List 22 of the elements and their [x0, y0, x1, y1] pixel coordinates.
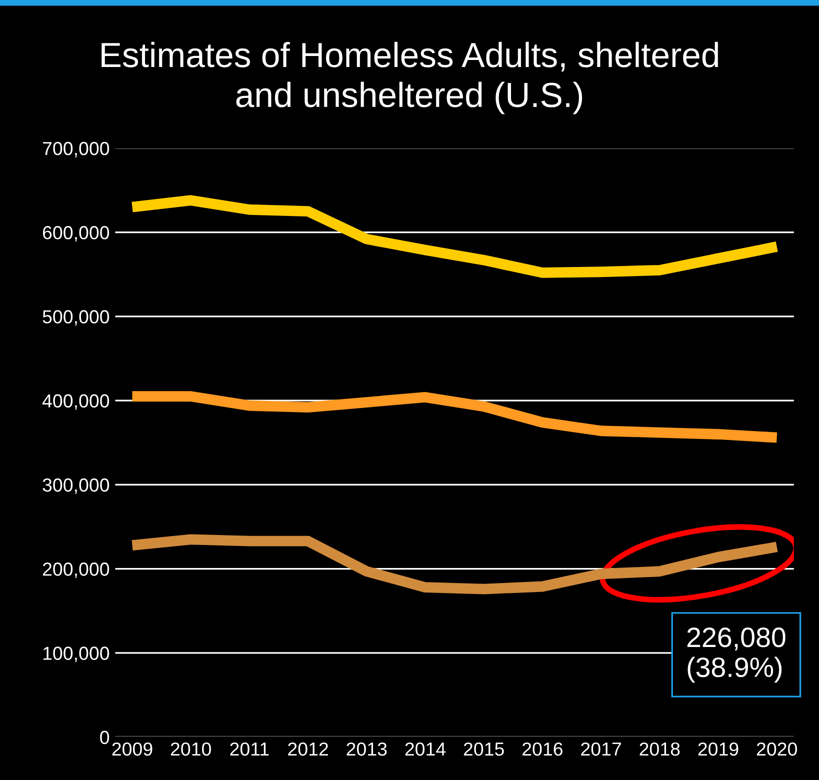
x-tick-label: 2014 — [405, 742, 446, 756]
x-tick-label: 2011 — [230, 742, 269, 756]
x-tick-label: 2015 — [464, 742, 504, 756]
x-tick-label: 2020 — [756, 742, 797, 756]
x-tick-label: 2012 — [288, 742, 328, 756]
y-tick-label: 100,000 — [43, 646, 110, 662]
x-tick-label: 2018 — [640, 742, 680, 756]
y-tick-label: 500,000 — [42, 310, 110, 326]
x-tick-label: 2010 — [170, 742, 211, 756]
x-tick-label: 2019 — [698, 742, 738, 756]
x-tick-label: 2009 — [112, 742, 152, 756]
y-tick-label: 200,000 — [42, 562, 110, 578]
y-tick-label: 600,000 — [42, 226, 110, 242]
chart-title: Estimates of Homeless Adults, sheltered and unsheltered (U.S.) — [102, 42, 718, 114]
annotation: 226,080 (38.9%) — [687, 628, 786, 683]
y-tick-label: 400,000 — [42, 394, 110, 410]
y-tick-label: 700,000 — [42, 142, 110, 158]
x-tick-label: 2017 — [581, 742, 621, 756]
x-tick-label: 2013 — [346, 742, 387, 756]
y-tick-label: 300,000 — [42, 478, 110, 494]
x-tick-label: 2016 — [522, 742, 562, 756]
y-tick-label: 0 — [100, 730, 110, 744]
